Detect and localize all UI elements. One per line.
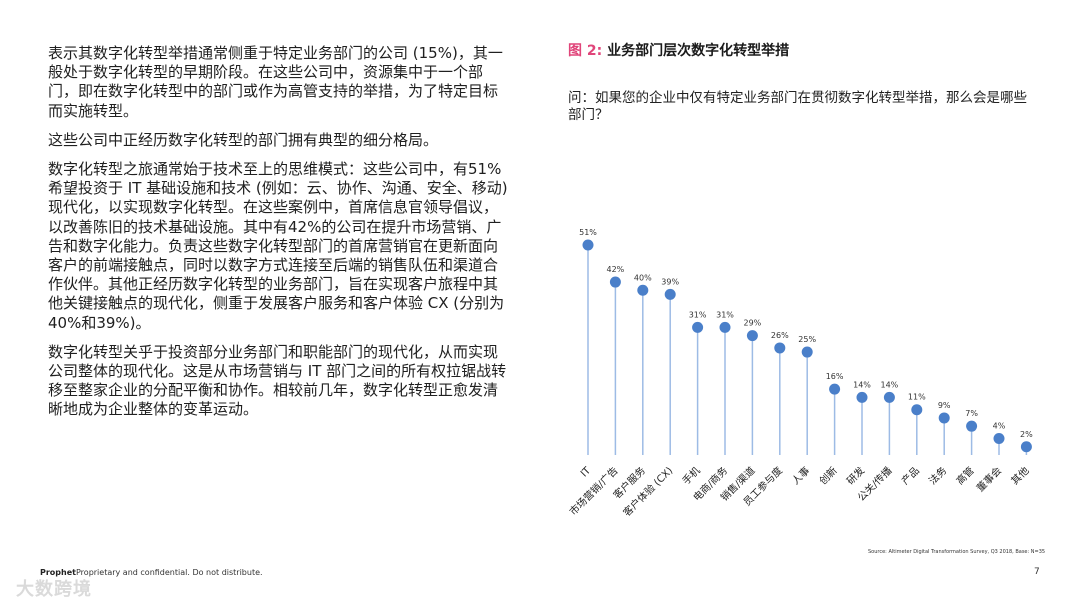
paragraph-3: 数字化转型之旅通常始于技术至上的思维模式：这些公司中，有51%希望投资于 IT … [48, 160, 508, 332]
value-label-1: 42% [607, 265, 625, 274]
value-label-15: 4% [993, 422, 1006, 431]
value-label-16: 2% [1020, 430, 1033, 439]
data-point-3 [664, 288, 676, 300]
category-label-16: 其他 [1008, 464, 1031, 487]
value-label-9: 16% [826, 372, 844, 381]
footer-brand: Prophet [40, 568, 76, 577]
category-label-15: 董事会 [974, 464, 1004, 494]
data-point-10 [856, 391, 868, 403]
paragraph-4: 数字化转型关乎于投资部分业务部门和职能部门的现代化，从而实现公司整体的现代化。这… [48, 342, 507, 419]
figure-panel: 图 2: 业务部门层次数字化转型举措 问：如果您的企业中仅有特定业务部门在贯彻数… [568, 40, 1058, 519]
value-label-10: 14% [853, 380, 871, 389]
data-point-14 [966, 420, 978, 432]
value-label-5: 31% [716, 310, 734, 319]
paragraph-1: 表示其数字化转型举措通常侧重于特定业务部门的公司 (15%)，其一般处于数字化转… [48, 44, 503, 120]
footer-note: Proprietary and confidential. Do not dis… [76, 568, 263, 577]
data-point-11 [883, 391, 895, 403]
data-point-7 [774, 342, 786, 354]
category-label-4: 手机 [679, 464, 702, 487]
value-label-7: 26% [771, 331, 789, 340]
category-label-9: 创新 [816, 464, 839, 487]
survey-question: 问：如果您的企业中仅有特定业务部门在贯彻数字化转型举措，那么会是哪些部门？ [568, 90, 1027, 123]
data-point-15 [993, 433, 1005, 445]
data-point-16 [1020, 441, 1032, 453]
data-point-8 [801, 346, 813, 358]
figure-title-text: 业务部门层次数字化转型举措 [607, 43, 790, 59]
source-note: Source: Altimeter Digital Transformation… [868, 549, 1046, 555]
data-point-13 [938, 412, 950, 424]
category-label-12: 产品 [899, 464, 922, 487]
value-label-0: 51% [579, 228, 597, 237]
value-label-4: 31% [689, 310, 707, 319]
data-point-1 [609, 276, 621, 288]
value-label-11: 14% [881, 380, 899, 389]
value-label-8: 25% [798, 335, 816, 344]
value-label-3: 39% [661, 277, 679, 286]
data-point-9 [829, 383, 841, 395]
category-label-13: 法务 [926, 464, 949, 487]
page-number: 7 [1034, 567, 1040, 577]
data-point-12 [911, 404, 923, 416]
data-point-6 [746, 330, 758, 342]
category-label-10: 研发 [844, 464, 867, 487]
watermark: 大数跨境 [16, 579, 92, 600]
data-point-5 [719, 321, 731, 333]
body-text: 表示其数字化转型举措通常侧重于特定业务部门的公司 (15%)，其一般处于数字化转… [48, 44, 510, 430]
category-label-0: IT [579, 465, 594, 480]
value-label-6: 29% [744, 319, 762, 328]
paragraph-2: 这些公司中正经历数字化转型的部门拥有典型的细分格局。 [48, 130, 439, 149]
category-label-14: 高管 [953, 464, 976, 487]
value-label-13: 9% [938, 401, 951, 410]
figure-label: 图 2: [568, 43, 603, 59]
value-label-2: 40% [634, 273, 652, 282]
data-point-4 [692, 321, 704, 333]
figure-title: 图 2: 业务部门层次数字化转型举措 [568, 40, 1058, 60]
data-point-2 [637, 284, 649, 296]
value-label-12: 11% [908, 393, 926, 402]
value-label-14: 7% [965, 409, 978, 418]
category-label-8: 人事 [789, 464, 812, 487]
category-label-1: 市场营销/广告 [568, 464, 621, 518]
data-point-0 [582, 239, 594, 251]
